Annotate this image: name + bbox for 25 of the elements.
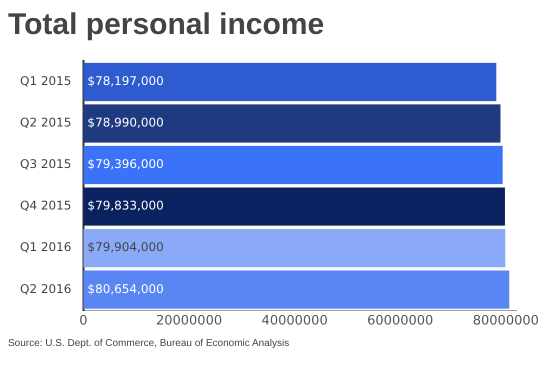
x-tick-label: 60000000 <box>367 314 434 329</box>
data-label: $79,833,000 <box>87 198 164 213</box>
y-tick-label: Q2 2015 <box>20 116 72 130</box>
data-label: $78,990,000 <box>87 116 164 130</box>
y-tick-label: Q2 2016 <box>20 282 72 296</box>
bar <box>83 270 510 309</box>
x-tick-label: 0 <box>79 314 88 329</box>
y-tick-label: Q1 2016 <box>20 240 72 254</box>
bar <box>83 104 500 143</box>
data-label: $78,197,000 <box>87 74 164 88</box>
bar <box>83 228 506 268</box>
source-note: Source: U.S. Dept. of Commerce, Bureau of Economic Analysis <box>8 338 290 349</box>
y-tick-label: Q3 2015 <box>20 157 72 172</box>
data-label: $80,654,000 <box>87 282 164 296</box>
y-tick-label: Q1 2015 <box>20 74 72 88</box>
bar <box>83 146 503 184</box>
data-label: $79,396,000 <box>87 157 164 172</box>
x-tick-label: 40000000 <box>262 314 328 329</box>
bar <box>83 62 496 102</box>
chart-title: Total personal income <box>8 8 326 42</box>
data-label: $79,904,000 <box>87 240 164 254</box>
y-tick-label: Q4 2015 <box>20 198 72 213</box>
x-tick-label: 20000000 <box>156 314 222 329</box>
bar <box>83 187 505 226</box>
x-tick-label: 80000000 <box>472 314 539 329</box>
